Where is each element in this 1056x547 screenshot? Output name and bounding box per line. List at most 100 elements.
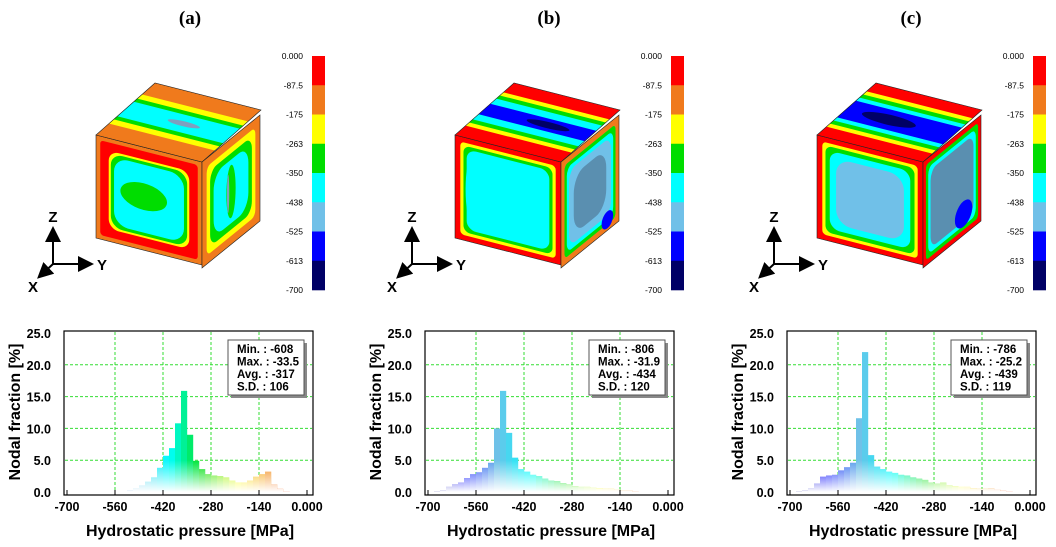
colorbar-label: -175 (286, 110, 303, 120)
x-tick-label: -140 (607, 500, 632, 514)
histogram-bar (139, 485, 146, 492)
colorbar-swatch (671, 114, 684, 145)
colorbar-swatch (1033, 143, 1046, 174)
histogram-bar (614, 489, 621, 492)
histogram-bar (253, 476, 260, 492)
histogram-bar (844, 467, 851, 492)
histogram-bar (512, 457, 519, 492)
colorbar-swatch (671, 231, 684, 262)
histogram-bar (898, 474, 905, 492)
histogram-bar (856, 418, 863, 492)
histogram-bar (850, 462, 857, 492)
x-tick-label: 0.000 (291, 500, 322, 514)
histogram-bar (874, 466, 881, 492)
y-tick-label: 20.0 (27, 359, 51, 373)
histogram-bar (271, 484, 278, 492)
histogram-bar (838, 470, 845, 492)
colorbar-swatch (312, 260, 325, 291)
histogram-bar (482, 467, 489, 492)
colorbar-swatch (312, 202, 325, 232)
histogram-bar (904, 475, 911, 492)
colorbar-swatch (1033, 85, 1046, 115)
x-tick-label: -280 (921, 500, 946, 514)
y-tick-label: 5.0 (395, 454, 412, 468)
histogram-bar (632, 491, 639, 492)
axes-triad: Z Y X (387, 209, 466, 296)
histogram-bar (199, 469, 206, 492)
cube-face-top (812, 82, 988, 164)
histogram-bar (928, 482, 935, 492)
histogram-bar (964, 486, 971, 492)
colorbar-swatch (671, 202, 684, 232)
cube-face-front (817, 135, 923, 265)
x-tick-label: 0.000 (652, 500, 683, 514)
histogram-bar (542, 478, 549, 492)
colorbar-label: -700 (645, 285, 662, 295)
histogram-chart: -700 -560 -420 -280 -140 0.000 0.0 5.0 10.0 15.0 2… (368, 327, 684, 540)
stat-line: Min. : -806 (598, 344, 654, 356)
histogram-bar (1006, 491, 1013, 492)
colorbar: 0.000 -87.5 -175 -263 -350 -438 -525 -613 -700 (282, 51, 325, 295)
histogram-bar (157, 467, 164, 492)
axes-triad: Z Y X (28, 209, 107, 296)
y-tick-label: 25.0 (388, 327, 412, 341)
histogram-bar (626, 490, 633, 492)
colorbar-label: -700 (1007, 285, 1024, 295)
panel-c: (c) Z Y X 0.000 -87.5 -175 -263 -350 -438 -525 -613… (730, 8, 1046, 540)
histogram-bar (452, 484, 459, 492)
histogram-bar (868, 455, 875, 492)
colorbar-label: -525 (286, 227, 303, 237)
histogram-bar (988, 488, 995, 492)
histogram-bar (548, 480, 555, 492)
y-tick-label: 15.0 (750, 391, 774, 405)
stress-contour-cube (450, 82, 626, 268)
histogram-bar (892, 472, 899, 492)
colorbar-swatch (1033, 173, 1046, 203)
histogram-bar (958, 486, 965, 492)
histogram-bar (127, 490, 134, 492)
histogram-bar (566, 484, 573, 492)
colorbar-label: -263 (286, 139, 303, 149)
y-tick-label: 10.0 (750, 422, 774, 436)
histogram-bar (572, 486, 579, 492)
cube-face-right (561, 115, 619, 268)
colorbar-swatch (671, 260, 684, 291)
colorbar-label: -438 (645, 197, 662, 207)
stat-line: Avg. : -317 (237, 369, 295, 381)
histogram-bar (181, 390, 188, 492)
histogram-bar (265, 471, 272, 492)
stat-line: Min. : -786 (960, 344, 1016, 356)
y-tick-label: 0.0 (757, 486, 774, 500)
histogram-bar (283, 491, 290, 492)
histogram-bar (862, 352, 869, 492)
histogram-chart: -700 -560 -420 -280 -140 0.000 0.0 5.0 10.0 15.0 2… (730, 327, 1046, 540)
axes-triad: Z Y X (749, 209, 828, 296)
x-axis-arrow-icon (758, 261, 776, 279)
colorbar-swatch (1033, 231, 1046, 262)
panel-title: (a) (179, 8, 201, 29)
histogram-bar (488, 462, 495, 492)
colorbar-swatch (1033, 202, 1046, 232)
panel-title: (c) (900, 8, 921, 29)
histogram-bar (982, 488, 989, 492)
histogram-bar (578, 486, 585, 492)
x-tick-label: -420 (511, 500, 536, 514)
x-tick-label: -700 (415, 500, 440, 514)
colorbar-swatch (1033, 114, 1046, 145)
histogram-bar (446, 486, 453, 492)
histogram-bar (524, 471, 531, 492)
cube-face-top (450, 82, 626, 164)
histogram-bar (229, 480, 236, 492)
y-tick-label: 20.0 (750, 359, 774, 373)
x-axis-arrow-icon (37, 261, 55, 279)
y-tick-label: 25.0 (27, 327, 51, 341)
colorbar-label: -350 (645, 168, 662, 178)
colorbar-swatch (312, 114, 325, 145)
stat-line: Max. : -31.9 (598, 357, 660, 369)
histogram-bar (922, 479, 929, 492)
colorbar-swatch (671, 85, 684, 115)
x-tick-label: -700 (54, 500, 79, 514)
colorbar-label: -525 (1007, 227, 1024, 237)
colorbar-label: -87.5 (284, 80, 304, 90)
